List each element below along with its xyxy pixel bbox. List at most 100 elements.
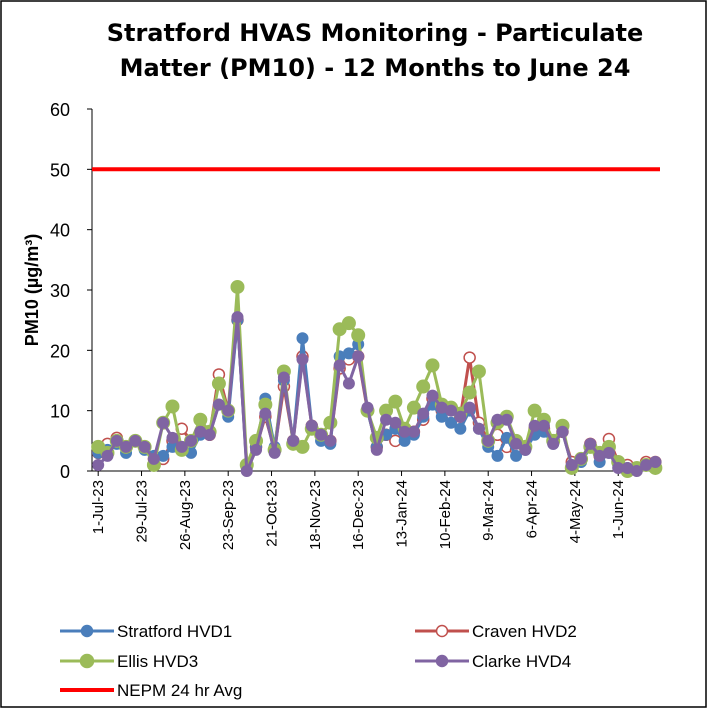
data-point — [277, 371, 290, 384]
data-point — [462, 385, 477, 400]
data-point — [147, 452, 160, 465]
legend-label: Craven HVD2 — [472, 622, 577, 641]
y-tick-label: 60 — [50, 100, 70, 120]
legend-label: Stratford HVD1 — [117, 622, 232, 641]
data-point — [388, 394, 403, 409]
legend-label: NEPM 24 hr Avg — [117, 681, 242, 700]
data-point — [305, 419, 318, 432]
data-point — [165, 399, 180, 414]
data-point — [222, 404, 235, 417]
data-point — [333, 359, 346, 372]
data-point — [211, 376, 226, 391]
y-tick-label: 50 — [50, 160, 70, 180]
data-point — [454, 410, 467, 423]
x-tick-label: 4-May-24 — [567, 480, 584, 543]
x-tick-label: 6-Apr-24 — [524, 480, 541, 538]
data-point — [556, 425, 569, 438]
data-point — [463, 351, 476, 364]
data-point — [157, 416, 170, 429]
data-point — [324, 434, 337, 447]
data-point — [649, 455, 662, 468]
x-tick-label: 29-Jul-23 — [134, 480, 151, 543]
x-tick-label: 21-Oct-23 — [264, 480, 281, 547]
y-tick-label: 30 — [50, 281, 70, 301]
data-point — [482, 434, 495, 447]
legend-label: Ellis HVD3 — [117, 652, 198, 671]
data-point — [527, 403, 542, 418]
y-tick-label: 10 — [50, 402, 70, 422]
data-point — [287, 434, 300, 447]
data-point — [110, 434, 123, 447]
data-point — [315, 428, 328, 441]
data-point — [454, 422, 467, 435]
data-point — [406, 400, 421, 415]
data-point — [575, 452, 588, 465]
data-point — [250, 443, 263, 456]
data-point — [295, 439, 310, 454]
data-point — [92, 458, 105, 471]
data-point — [296, 353, 309, 366]
data-point — [565, 458, 578, 471]
data-point — [240, 465, 253, 477]
data-point — [602, 446, 615, 459]
data-point — [185, 434, 198, 447]
data-point — [231, 311, 244, 324]
y-tick-label: 20 — [50, 341, 70, 361]
data-point — [101, 449, 114, 462]
x-tick-label: 9-Mar-24 — [480, 480, 497, 541]
legend-marker — [80, 624, 94, 638]
x-tick-label: 16-Dec-23 — [350, 480, 367, 550]
data-point — [416, 379, 431, 394]
data-point — [500, 413, 513, 426]
data-point — [463, 401, 476, 414]
data-point — [203, 428, 216, 441]
x-tick-label: 1-Jul-23 — [90, 480, 107, 534]
data-point — [491, 449, 504, 462]
y-tick-label: 0 — [60, 462, 70, 482]
data-point — [417, 407, 430, 420]
data-point — [510, 449, 523, 462]
data-point — [630, 465, 643, 477]
x-tick-label: 18-Nov-23 — [307, 480, 324, 550]
chart-title: Stratford HVAS Monitoring - Particulate … — [106, 19, 644, 82]
data-point — [268, 446, 281, 459]
data-point — [129, 434, 142, 447]
y-tick-label: 40 — [50, 221, 70, 241]
x-tick-label: 23-Sep-23 — [220, 480, 237, 550]
data-point — [323, 415, 338, 430]
data-point — [212, 398, 225, 411]
legend-marker — [435, 624, 449, 638]
legend-marker — [435, 654, 449, 668]
legend-label: Clarke HVD4 — [472, 652, 571, 671]
data-point — [342, 377, 355, 390]
data-point — [370, 443, 383, 456]
x-tick-label: 13-Jan-24 — [394, 480, 411, 548]
data-point — [519, 443, 532, 456]
data-point — [584, 437, 597, 450]
legend-marker — [79, 653, 95, 669]
y-axis-title: PM10 (µg/m³) — [22, 234, 42, 346]
data-point — [296, 332, 309, 345]
data-point — [351, 328, 366, 343]
data-point — [175, 440, 188, 453]
data-point — [352, 350, 365, 363]
data-point — [510, 437, 523, 450]
data-point — [166, 431, 179, 444]
data-point — [445, 404, 458, 417]
data-point — [445, 416, 458, 429]
data-point — [230, 279, 245, 294]
data-point — [361, 401, 374, 414]
data-point — [193, 412, 208, 427]
data-point — [341, 316, 356, 331]
x-tick-label: 26-Aug-23 — [177, 480, 194, 550]
x-tick-label: 1-Jun-24 — [610, 480, 627, 539]
data-point — [389, 416, 402, 429]
data-point — [425, 358, 440, 373]
data-point — [259, 407, 272, 420]
data-point — [537, 419, 550, 432]
data-point — [471, 364, 486, 379]
data-point — [138, 440, 151, 453]
data-point — [120, 440, 133, 453]
